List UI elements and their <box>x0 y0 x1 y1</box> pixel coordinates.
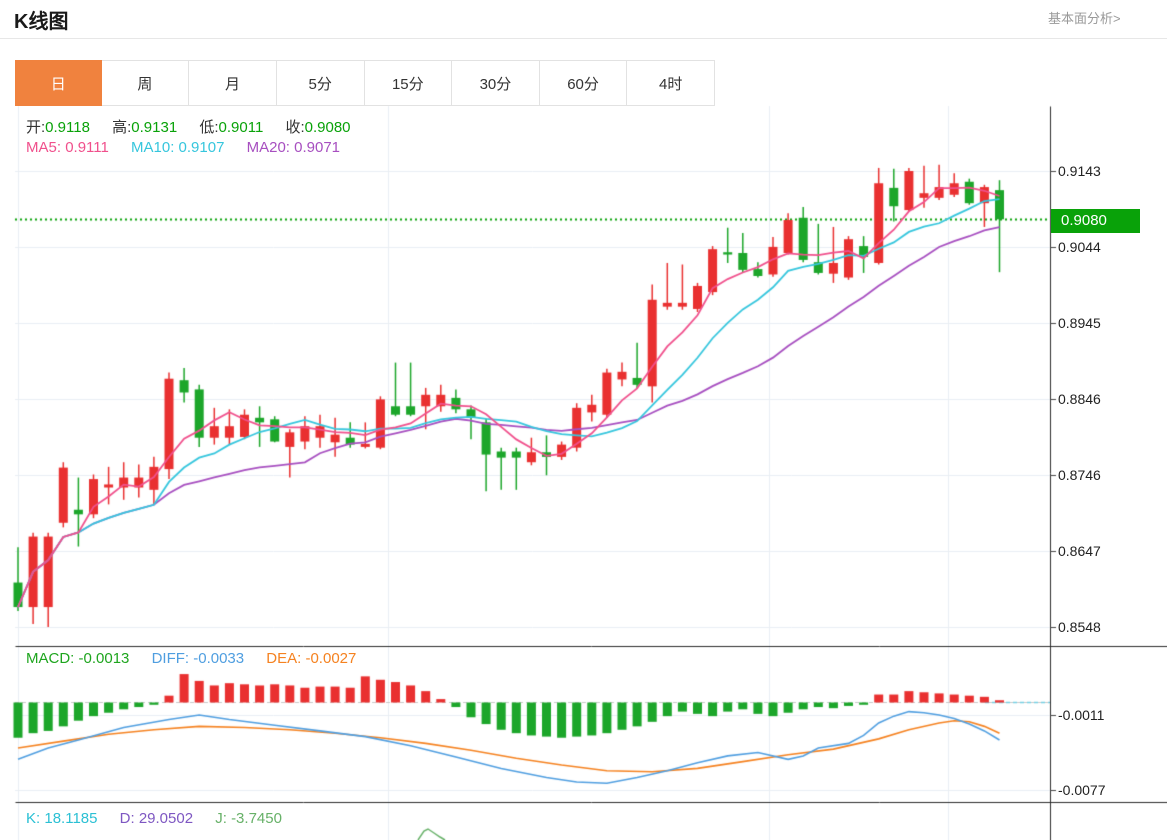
d-value: 29.0502 <box>138 810 194 827</box>
price-axis-label: 0.9143 <box>1058 163 1101 179</box>
kdj-legend: K: 18.1185 D: 29.0502 J: -3.7450 <box>26 810 300 827</box>
d-label: D: <box>119 810 135 827</box>
high-label: 高: <box>112 119 132 136</box>
tab-week[interactable]: 周 <box>102 61 190 105</box>
price-axis-label: 0.8846 <box>1058 390 1101 407</box>
j-value: -3.7450 <box>231 810 282 827</box>
current-price-badge: 0.9080 <box>1051 209 1140 233</box>
dea-value: -0.0027 <box>305 650 357 667</box>
price-axis-label: 0.8746 <box>1058 467 1101 484</box>
macd-axis-label: -0.0011 <box>1058 707 1105 723</box>
close-value: 0.9080 <box>304 119 351 136</box>
macd-value: -0.0013 <box>78 650 130 667</box>
tab-month[interactable]: 月 <box>189 61 277 105</box>
ma10-value: 0.9107 <box>178 139 225 156</box>
k-label: K: <box>26 810 41 827</box>
macd-legend: MACD: -0.0013 DIFF: -0.0033 DEA: -0.0027 <box>26 650 374 667</box>
ma10-label: MA10: <box>131 139 175 156</box>
diff-value: -0.0033 <box>193 650 245 667</box>
tab-5min[interactable]: 5分 <box>277 61 365 105</box>
price-axis-label: 0.8548 <box>1058 619 1101 635</box>
price-axis-label: 0.8945 <box>1058 314 1101 331</box>
low-value: 0.9011 <box>218 119 264 136</box>
period-tabbar: 日 周 月 5分 15分 30分 60分 4时 <box>15 60 715 106</box>
close-label: 收: <box>285 119 305 136</box>
macd-label: MACD: <box>26 650 75 667</box>
price-axis-label: 0.8647 <box>1058 543 1101 560</box>
page-title: K线图 <box>14 11 69 33</box>
j-label: J: <box>215 810 227 827</box>
ma5-value: 0.9111 <box>65 139 109 156</box>
diff-label: DIFF: <box>151 650 190 667</box>
tab-30min[interactable]: 30分 <box>452 61 540 105</box>
tab-15min[interactable]: 15分 <box>365 61 453 105</box>
price-axis-label: 0.9044 <box>1058 238 1101 255</box>
tab-day[interactable]: 日 <box>15 60 102 106</box>
ma20-value: 0.9071 <box>294 139 341 156</box>
ohlc-legend: 开:0.9118 高:0.9131 低:0.9011 收:0.9080 <box>26 116 369 137</box>
ma5-label: MA5: <box>26 139 62 156</box>
open-value: 0.9118 <box>45 119 90 136</box>
tab-60min[interactable]: 60分 <box>540 61 628 105</box>
k-value: 18.1185 <box>44 810 98 827</box>
high-value: 0.9131 <box>131 119 178 136</box>
header-divider <box>0 38 1167 39</box>
dea-label: DEA: <box>266 650 302 667</box>
ma20-label: MA20: <box>246 139 290 156</box>
tab-4hour[interactable]: 4时 <box>659 75 683 93</box>
open-label: 开: <box>26 119 46 136</box>
macd-axis-label: -0.0077 <box>1058 782 1106 798</box>
ma-legend: MA5: 0.9111 MA10: 0.9107 MA20: 0.9071 <box>26 139 358 156</box>
fundamental-analysis-link[interactable]: 基本面分析> <box>1048 11 1121 26</box>
low-label: 低: <box>199 119 219 136</box>
